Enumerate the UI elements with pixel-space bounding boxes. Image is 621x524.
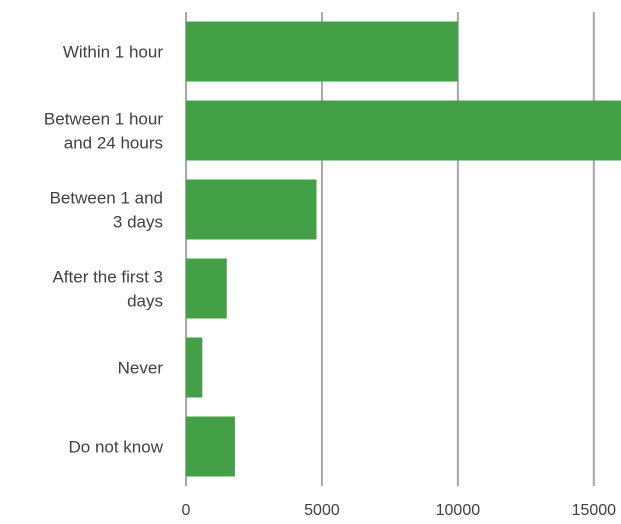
category-label: days	[127, 292, 163, 311]
x-tick-label: 0	[182, 502, 191, 519]
x-tick-labels: 0 5000 10000 15000	[182, 502, 617, 519]
category-label: 3 days	[113, 213, 163, 232]
category-label: Between 1 hour	[44, 110, 163, 129]
category-label: and 24 hours	[64, 134, 163, 153]
category-label: Between 1 and	[50, 189, 163, 208]
category-label: Within 1 hour	[63, 43, 163, 62]
x-tick-label: 10000	[436, 502, 481, 519]
x-tick-label: 15000	[572, 502, 617, 519]
bar	[186, 21, 458, 82]
category-labels: Within 1 hour Between 1 hour and 24 hours B…	[44, 43, 164, 457]
bars	[186, 21, 621, 477]
bar	[186, 100, 621, 161]
category-label: Do not know	[69, 438, 164, 457]
x-tick-label: 5000	[304, 502, 340, 519]
bar	[186, 337, 203, 398]
bar	[186, 179, 317, 240]
category-label: After the first 3	[52, 268, 163, 287]
bar	[186, 258, 227, 319]
category-label: Never	[118, 359, 164, 378]
bar	[186, 416, 235, 477]
gridlines	[185, 12, 595, 486]
